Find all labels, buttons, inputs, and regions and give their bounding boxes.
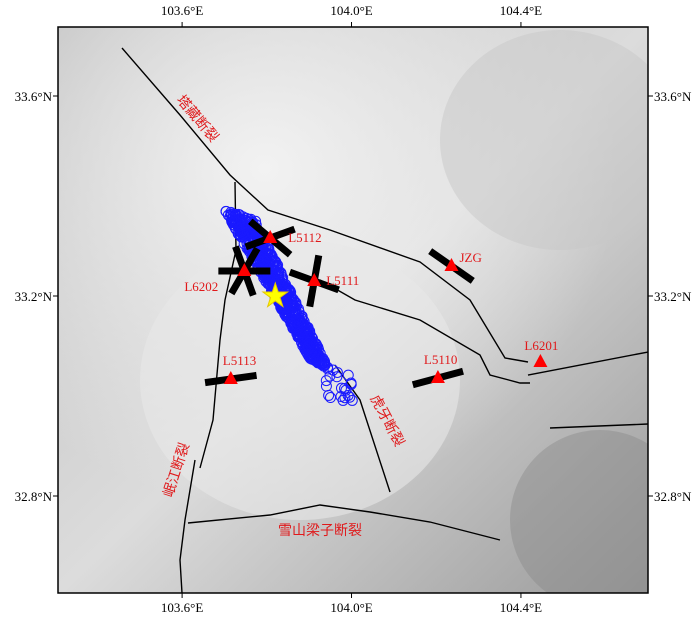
station-label: L5112	[288, 230, 321, 245]
aftershock	[344, 391, 356, 403]
aftershock	[339, 382, 351, 394]
aftershock	[325, 392, 337, 404]
aftershock	[310, 352, 322, 364]
aftershock	[293, 306, 305, 318]
station	[444, 258, 459, 271]
lat-tick-label: 33.6°N	[654, 89, 692, 104]
lat-tick-label: 33.2°N	[654, 289, 692, 304]
station-label: L6202	[184, 279, 218, 294]
aftershock	[257, 251, 269, 263]
fault-label: 雪山梁子断裂	[278, 523, 362, 539]
aftershock	[237, 227, 249, 239]
station	[223, 371, 238, 384]
aftershock	[311, 353, 323, 365]
lat-tick-label: 33.2°N	[15, 289, 53, 304]
lon-tick-label: 103.6°E	[161, 600, 203, 615]
station-label: JZG	[459, 250, 481, 265]
lon-tick-label: 104.0°E	[330, 3, 372, 18]
aftershock	[331, 371, 343, 383]
aftershock	[345, 377, 357, 389]
aftershock	[320, 380, 332, 392]
station-label: L5111	[326, 273, 359, 288]
lat-tick-label: 33.6°N	[15, 89, 53, 104]
lat-tick-label: 32.8°N	[15, 489, 53, 504]
lon-tick-label: 104.4°E	[500, 600, 542, 615]
lon-tick-label: 104.4°E	[500, 3, 542, 18]
aftershock	[258, 255, 270, 267]
aftershock	[294, 325, 306, 337]
station-label: L6201	[524, 338, 558, 353]
lon-tick-label: 103.6°E	[161, 3, 203, 18]
aftershock	[284, 292, 296, 304]
lat-tick-label: 32.8°N	[654, 489, 692, 504]
station	[263, 230, 278, 243]
aftershock	[342, 369, 354, 381]
aftershock	[342, 389, 354, 401]
aftershock	[304, 352, 316, 364]
station-label: L5113	[223, 353, 256, 368]
station	[533, 354, 548, 367]
aftershock	[303, 336, 315, 348]
station	[237, 263, 252, 276]
aftershock	[327, 364, 339, 376]
aftershock	[278, 301, 290, 313]
aftershock	[293, 330, 305, 342]
station	[430, 370, 445, 383]
station-label: L5110	[424, 352, 457, 367]
aftershock	[299, 337, 311, 349]
aftershock	[335, 382, 347, 394]
aftershock	[280, 302, 292, 314]
terrain	[58, 27, 648, 593]
frame	[57, 26, 649, 594]
aftershock	[228, 210, 240, 222]
station	[307, 273, 322, 286]
lon-tick-label: 104.0°E	[330, 600, 372, 615]
stations: L5112 L6202 L5111 JZG L6201 L5110 L5113	[184, 218, 558, 389]
aftershock	[318, 355, 330, 367]
aftershock	[318, 360, 330, 372]
aftershock	[339, 392, 351, 404]
aftershock	[299, 343, 311, 355]
aftershock	[282, 304, 294, 316]
epicenter	[261, 281, 290, 308]
aftershock	[320, 375, 332, 387]
aftershock	[224, 211, 236, 223]
